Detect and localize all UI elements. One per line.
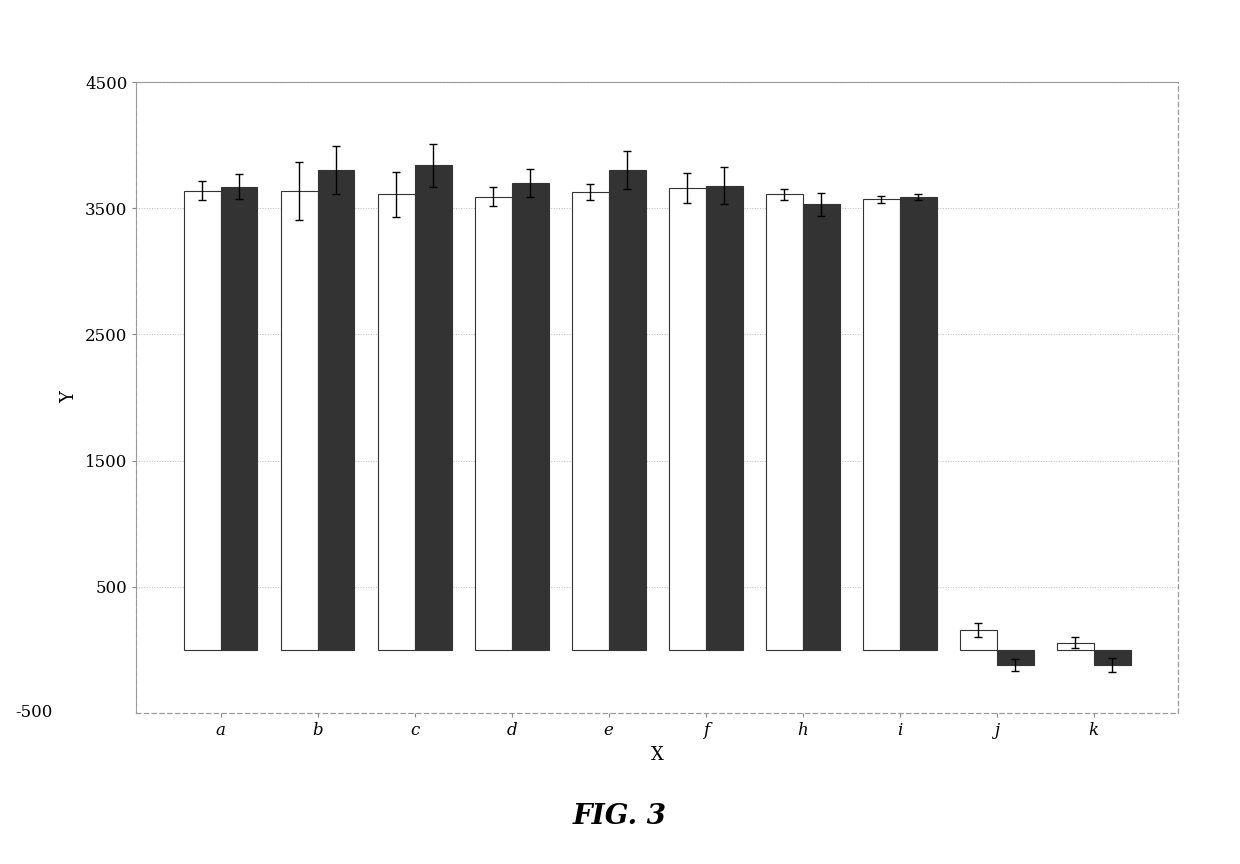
Bar: [997, 650, 1034, 665]
Bar: [668, 188, 706, 650]
X-axis label: X: X: [651, 746, 663, 764]
Bar: [317, 170, 355, 650]
Bar: [572, 192, 609, 650]
Bar: [900, 197, 936, 650]
Bar: [706, 186, 743, 650]
Bar: [802, 205, 839, 650]
Bar: [766, 194, 802, 650]
Bar: [221, 187, 258, 650]
Bar: [414, 165, 451, 650]
Bar: [1056, 643, 1094, 650]
Bar: [512, 183, 548, 650]
Bar: [184, 191, 221, 650]
Bar: [1094, 650, 1131, 665]
Bar: [475, 197, 512, 650]
Bar: [609, 170, 646, 650]
Y-axis label: Y: Y: [60, 391, 78, 403]
Bar: [378, 194, 414, 650]
Bar: [280, 191, 317, 650]
Bar: [863, 200, 900, 650]
Text: -500: -500: [16, 704, 53, 721]
Bar: [960, 630, 997, 650]
Text: FIG. 3: FIG. 3: [573, 803, 667, 830]
